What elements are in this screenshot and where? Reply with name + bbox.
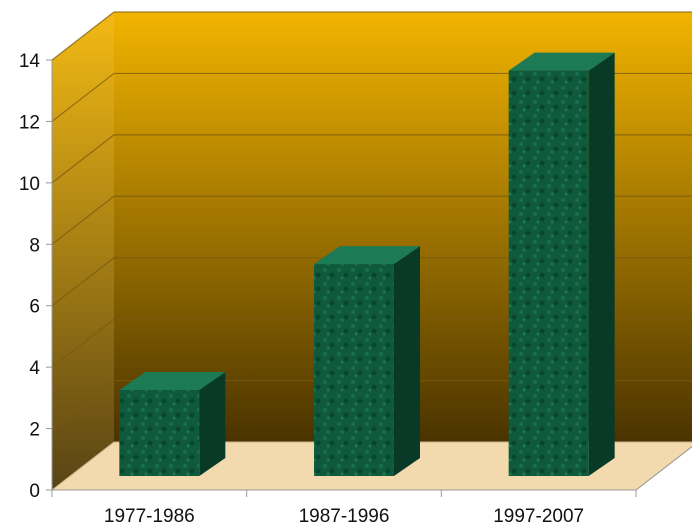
x-category-label: 1987-1996 (299, 506, 390, 527)
gridline (51, 134, 692, 184)
y-tick-label: 8 (29, 235, 40, 256)
x-axis: 1977-1986 1987-1996 1997-2007 (51, 446, 692, 527)
x-axis-depth-line (635, 446, 692, 491)
bar (119, 372, 226, 476)
y-tick-label: 12 (19, 112, 40, 133)
side-wall (52, 12, 114, 490)
bar-front (314, 264, 394, 476)
gridline (51, 72, 692, 122)
y-tick-label: 0 (29, 481, 40, 502)
y-axis: 0 2 4 6 8 10 12 14 (19, 51, 53, 502)
gridline (51, 11, 692, 61)
bar-side (394, 246, 420, 476)
bar (508, 52, 615, 477)
gridline (51, 379, 692, 430)
bar-side (588, 52, 615, 476)
gridline (51, 257, 692, 307)
bar-side (199, 372, 226, 476)
x-category-label: 1977-1986 (104, 506, 195, 527)
bar (314, 246, 420, 476)
gridline (51, 195, 692, 245)
bar-top (119, 372, 226, 390)
gridlines (51, 11, 692, 430)
bars (119, 52, 615, 477)
bar-top (314, 246, 420, 265)
y-tick-label: 10 (19, 174, 40, 195)
x-category-label: 1997-2007 (493, 506, 584, 527)
y-tick-label: 6 (29, 297, 40, 318)
bar-front (508, 70, 589, 477)
bar-top (508, 52, 615, 71)
y-tick-label: 2 (29, 420, 40, 441)
y-tick-label: 14 (19, 51, 41, 72)
gridline (51, 318, 692, 368)
y-tick-label: 4 (29, 358, 40, 379)
bar-front (119, 390, 200, 476)
